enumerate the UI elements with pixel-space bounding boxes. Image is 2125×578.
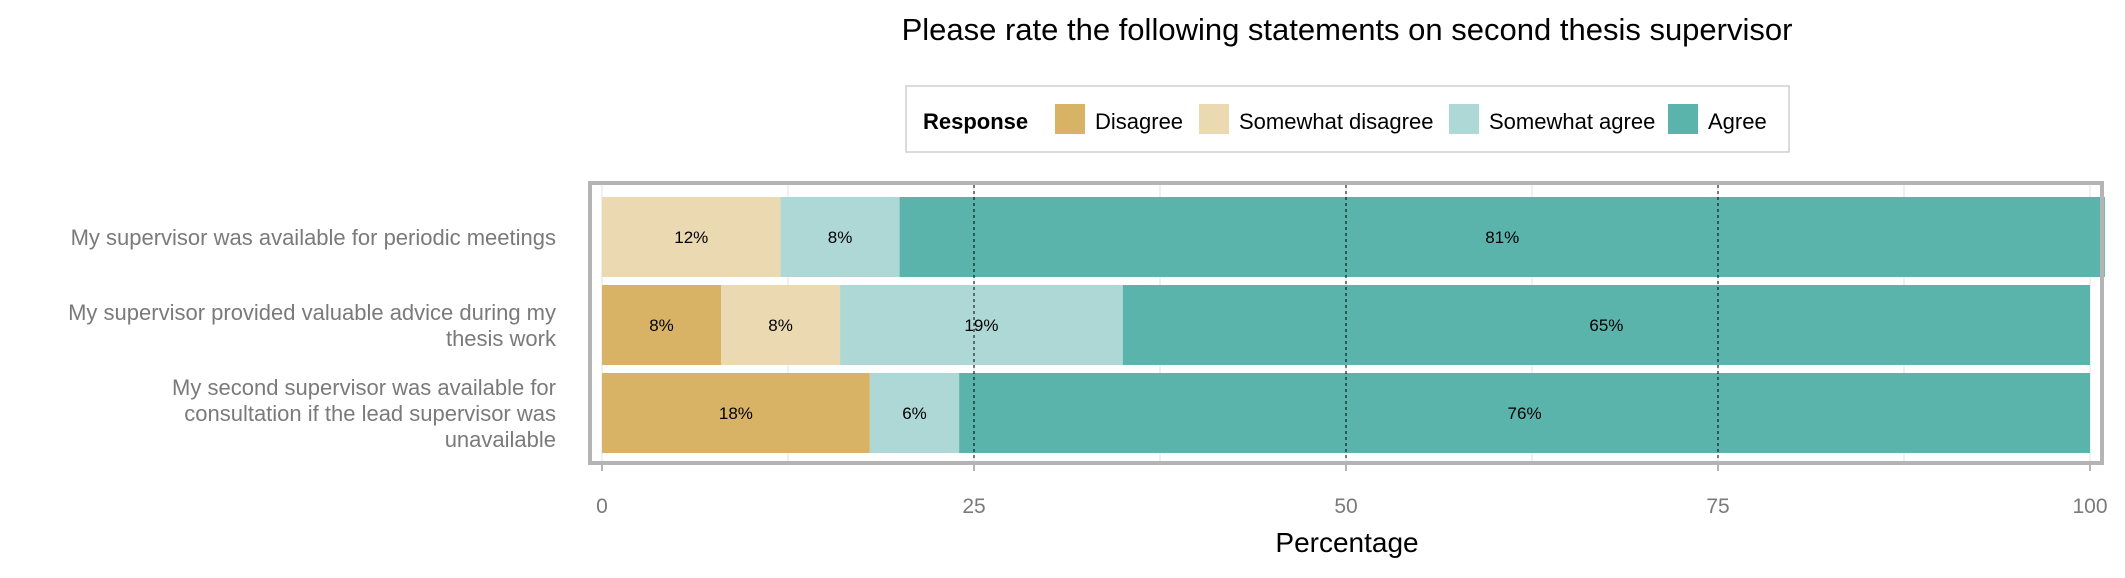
x-tick-label: 0 xyxy=(596,495,608,518)
chart-title: Please rate the following statements on … xyxy=(902,12,1793,47)
legend-label: Somewhat agree xyxy=(1489,109,1655,134)
x-tick-label: 25 xyxy=(962,495,985,518)
bar-segment xyxy=(899,197,2105,277)
category-label-line: consultation if the lead supervisor was xyxy=(184,401,556,426)
x-axis-title: Percentage xyxy=(1275,527,1418,558)
category-label-line: unavailable xyxy=(445,427,556,452)
x-tick-label: 100 xyxy=(2072,495,2107,518)
legend-swatch xyxy=(1449,104,1479,134)
bar-segment xyxy=(602,373,870,453)
data-label: 18% xyxy=(719,404,753,423)
category-label: My supervisor provided valuable advice d… xyxy=(68,300,557,351)
legend-label: Somewhat disagree xyxy=(1239,109,1433,134)
legend: Response Disagree Somewhat disagree Somewha… xyxy=(905,85,1790,153)
legend-label: Agree xyxy=(1708,109,1767,134)
category-label-line: thesis work xyxy=(446,326,557,351)
data-label: 19% xyxy=(964,316,998,335)
category-label-line: My supervisor provided valuable advice d… xyxy=(68,300,556,325)
bar-segment xyxy=(869,373,960,453)
legend-swatch xyxy=(1055,104,1085,134)
data-label: 76% xyxy=(1508,404,1542,423)
bar-segment xyxy=(780,197,900,277)
bar-segment xyxy=(602,197,781,277)
data-label: 8% xyxy=(649,316,674,335)
bar-segment xyxy=(840,285,1123,365)
data-label: 12% xyxy=(674,228,708,247)
plot-area: 12% 8% 81% 8% 8% 19% 65% 18% 6% 76% My supervisor … xyxy=(68,181,2108,518)
legend-box xyxy=(905,85,1790,153)
data-label: 8% xyxy=(828,228,853,247)
bar-segment xyxy=(959,373,2090,453)
category-label-line: My supervisor was available for periodic… xyxy=(71,225,556,250)
x-tick-label: 75 xyxy=(1706,495,1729,518)
legend-swatch xyxy=(1668,104,1698,134)
category-label-line: My second supervisor was available for xyxy=(172,375,556,400)
legend-swatch xyxy=(1199,104,1229,134)
legend-title: Response xyxy=(923,109,1028,134)
data-label: 65% xyxy=(1589,316,1623,335)
bar-segment xyxy=(721,285,841,365)
x-tick-label: 50 xyxy=(1334,495,1357,518)
data-label: 8% xyxy=(768,316,793,335)
bar-segment xyxy=(1122,285,2090,365)
bar-segment xyxy=(602,285,722,365)
legend-label: Disagree xyxy=(1095,109,1183,134)
category-label: My second supervisor was available for co… xyxy=(172,375,556,452)
plot-border xyxy=(588,181,2104,465)
category-label: My supervisor was available for periodic… xyxy=(71,225,556,250)
data-label: 6% xyxy=(902,404,927,423)
data-label: 81% xyxy=(1485,228,1519,247)
